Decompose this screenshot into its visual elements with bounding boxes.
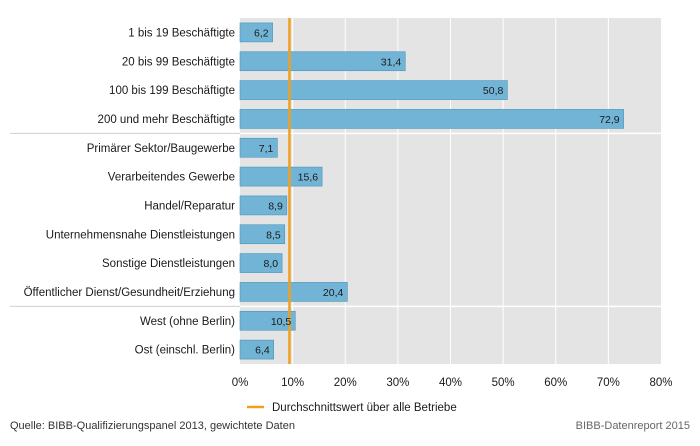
bars — [239, 22, 624, 360]
x-tick-label: 0% — [232, 377, 249, 389]
category-label: Öffentlicher Dienst/Gesundheit/Erziehung — [24, 287, 235, 299]
value-label: 8,0 — [263, 258, 278, 270]
bar — [239, 339, 274, 360]
bar — [239, 282, 348, 302]
value-label: 8,5 — [266, 229, 281, 241]
value-label: 8,9 — [268, 200, 283, 212]
value-label: 72,9 — [599, 114, 620, 126]
x-tick-label: 30% — [386, 377, 409, 389]
bar — [239, 310, 296, 331]
bar — [239, 22, 273, 43]
x-tick-label: 60% — [544, 377, 567, 389]
category-label: West (ohne Berlin) — [140, 316, 235, 328]
x-tick-label: 10% — [281, 377, 304, 389]
category-label: Ost (einschl. Berlin) — [135, 345, 236, 357]
bar — [239, 51, 406, 72]
x-tick-label: 20% — [334, 377, 357, 389]
x-tick-label: 40% — [439, 377, 462, 389]
bar — [239, 137, 278, 158]
bar — [239, 195, 288, 216]
category-label: Sonstige Dienstleistungen — [102, 258, 235, 270]
legend: Durchschnittswert über alle Betriebe — [247, 402, 457, 414]
category-label: Verarbeitendes Gewerbe — [108, 172, 235, 184]
value-label: 6,4 — [255, 345, 270, 357]
x-tick-label: 70% — [597, 377, 620, 389]
category-label: Primärer Sektor/Baugewerbe — [87, 143, 235, 155]
bar — [239, 166, 323, 187]
category-label: 100 bis 199 Beschäftigte — [109, 85, 235, 97]
value-label: 7,1 — [259, 143, 274, 155]
x-tick-label: 50% — [492, 377, 515, 389]
category-label: 20 bis 99 Beschäftigte — [122, 56, 235, 68]
bar — [239, 253, 283, 273]
x-tick-label: 80% — [649, 377, 672, 389]
value-label: 10,5 — [271, 316, 292, 328]
category-label: Unternehmensnahe Dienstleistungen — [46, 229, 235, 241]
value-label: 31,4 — [381, 56, 402, 68]
publication-credit: BIBB-Datenreport 2015 — [575, 420, 690, 432]
category-label: 200 und mehr Beschäftigte — [98, 114, 235, 126]
group-separators — [10, 132, 661, 308]
value-label: 20,4 — [323, 287, 344, 299]
category-label: 1 bis 19 Beschäftigte — [128, 27, 235, 39]
value-label: 50,8 — [483, 85, 504, 97]
bar — [239, 80, 508, 100]
value-label: 15,6 — [298, 172, 319, 184]
x-axis-tick-labels: 0% 10% 20% 30% 40% 50% 60% 70% 80% — [232, 377, 673, 389]
category-label: Handel/Reparatur — [144, 200, 235, 212]
source-note: Quelle: BIBB-Qualifizierungspanel 2013, … — [10, 420, 295, 432]
bar — [239, 224, 286, 245]
value-label: 6,2 — [254, 27, 269, 39]
bar — [239, 109, 624, 129]
value-labels: 6,2 31,4 50,8 72,9 7,1 15,6 8,9 8,5 8,0 20,4 10,5 6… — [254, 27, 620, 356]
category-labels: 1 bis 19 Beschäftigte 20 bis 99 Beschäfti… — [24, 27, 236, 356]
legend-label: Durchschnittswert über alle Betriebe — [272, 402, 457, 414]
